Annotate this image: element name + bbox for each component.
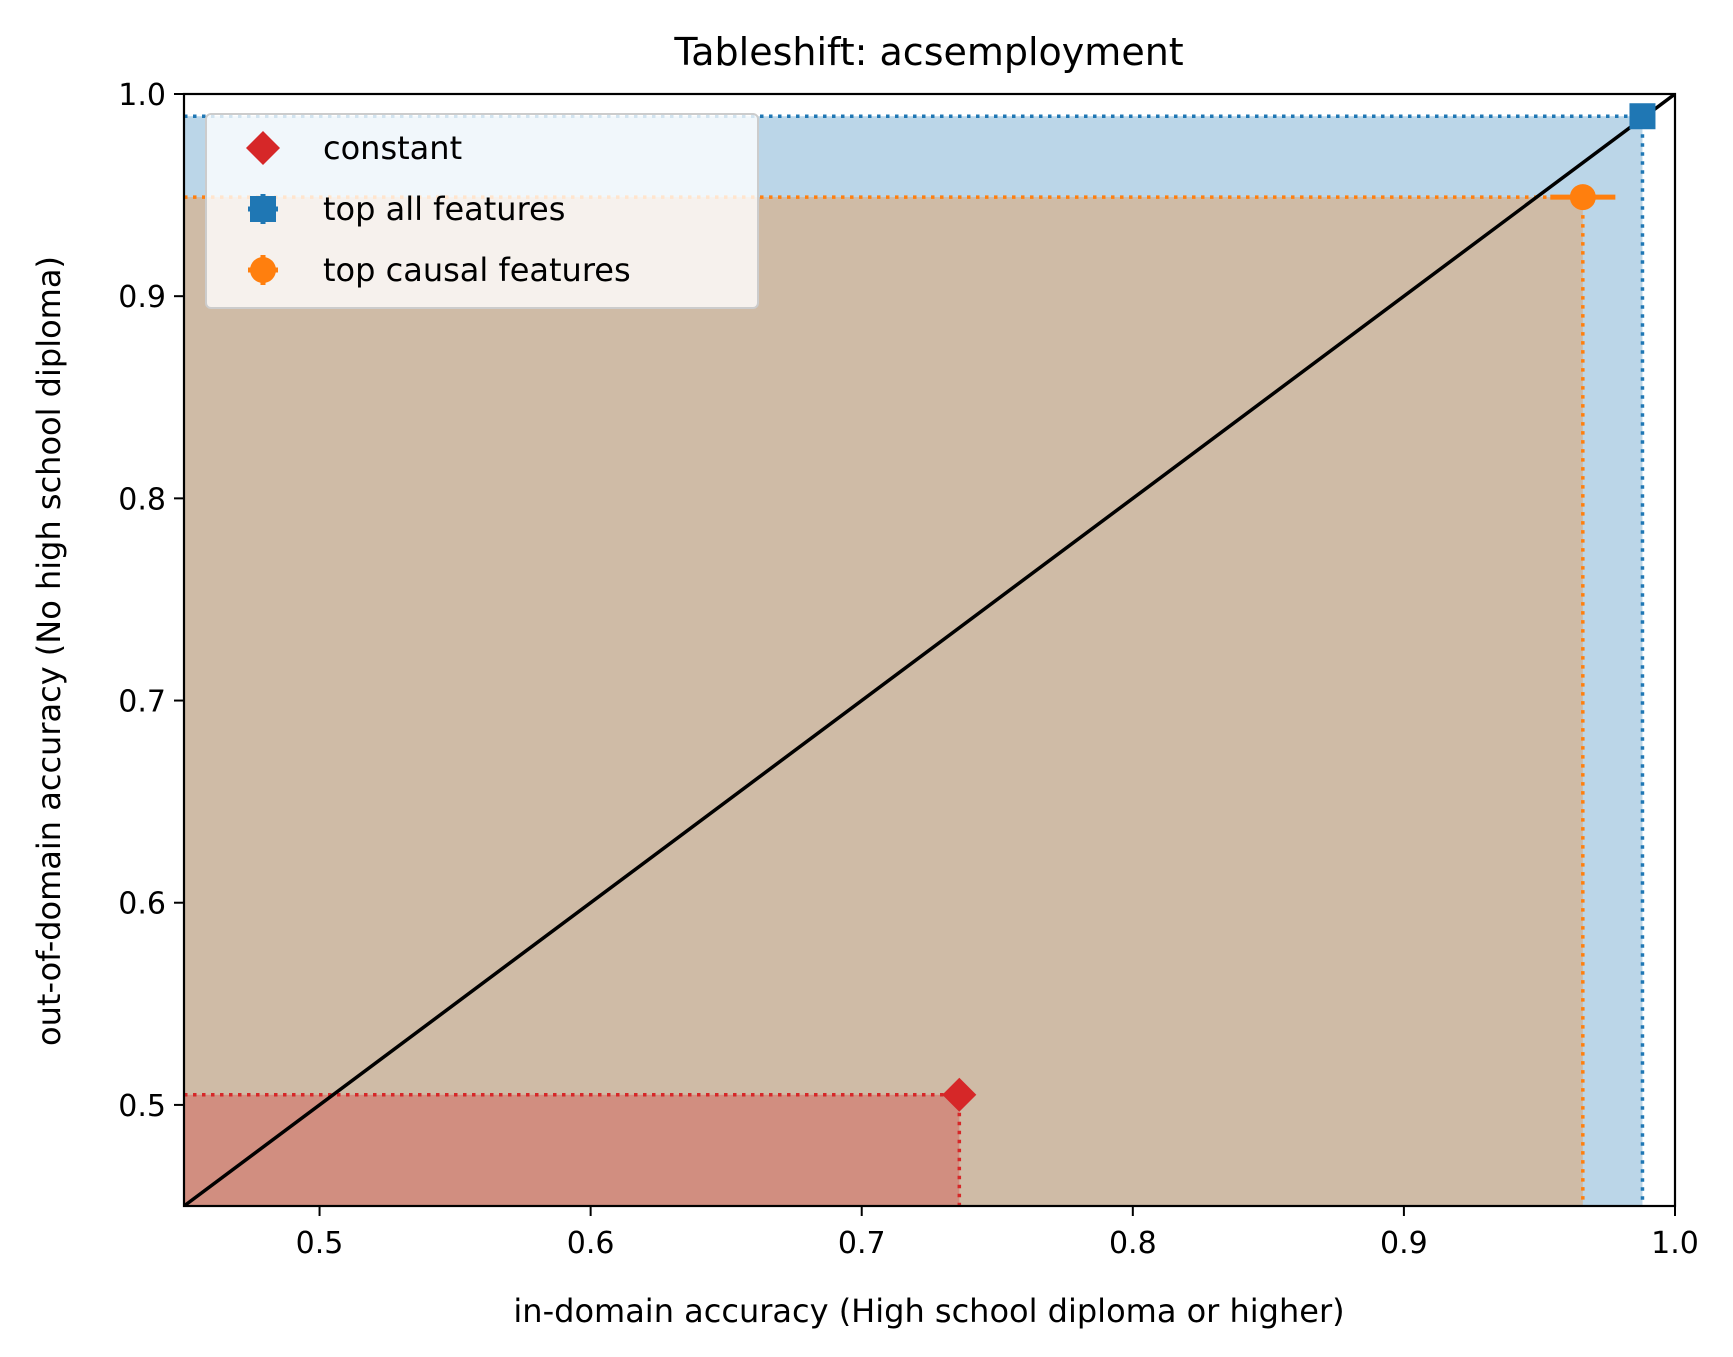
x-tick-label: 0.6	[567, 1226, 615, 1261]
data-markers	[942, 103, 1656, 1112]
legend-label: top all features	[323, 190, 565, 228]
chart-title: Tableshift: acsemployment	[673, 30, 1183, 74]
x-tick-label: 0.9	[1380, 1226, 1428, 1261]
y-tick-label: 0.6	[118, 887, 166, 922]
legend-box	[205, 113, 759, 309]
y-tick-label: 0.7	[118, 685, 166, 720]
y-axis-label: out-of-domain accuracy (No high school d…	[30, 256, 68, 1046]
legend-item-constant: constant	[246, 129, 462, 167]
region-top-causal-features	[184, 197, 1583, 1206]
diagonal-line	[184, 94, 1675, 1206]
y-tick-label: 0.8	[118, 482, 166, 517]
point-top-all-features	[1629, 103, 1656, 130]
diagonal-layer	[184, 94, 1675, 1206]
y-tick-label: 1.0	[118, 78, 166, 113]
point-top-causal-features	[1569, 184, 1596, 211]
legend-label: top causal features	[323, 251, 631, 289]
plot-frame	[182, 92, 1677, 1208]
legend-item-top-all-features: top all features	[248, 190, 565, 228]
legend: constant top all features top causal featu…	[205, 113, 759, 309]
legend-marker-top-all-features	[250, 196, 276, 222]
y-tick-label: 0.5	[118, 1089, 166, 1124]
legend-item-top-causal-features: top causal features	[248, 251, 631, 289]
x-tick-label: 1.0	[1651, 1226, 1699, 1261]
legend-marker-top-causal-features	[250, 257, 276, 283]
legend-marker-constant	[246, 131, 280, 165]
y-tick-label: 0.9	[118, 280, 166, 315]
axes: 0.5 0.6 0.7 0.8 0.9 1.0 0.5 0.6 0.7 0.8 0.9 1.0	[118, 78, 1699, 1261]
x-tick-label: 0.7	[838, 1226, 886, 1261]
x-tick-label: 0.8	[1109, 1226, 1157, 1261]
point-constant	[942, 1077, 977, 1112]
legend-label: constant	[323, 129, 462, 167]
x-axis-label: in-domain accuracy (High school diploma …	[513, 1292, 1344, 1330]
region-constant	[184, 1094, 960, 1206]
x-tick-label: 0.5	[296, 1226, 344, 1261]
